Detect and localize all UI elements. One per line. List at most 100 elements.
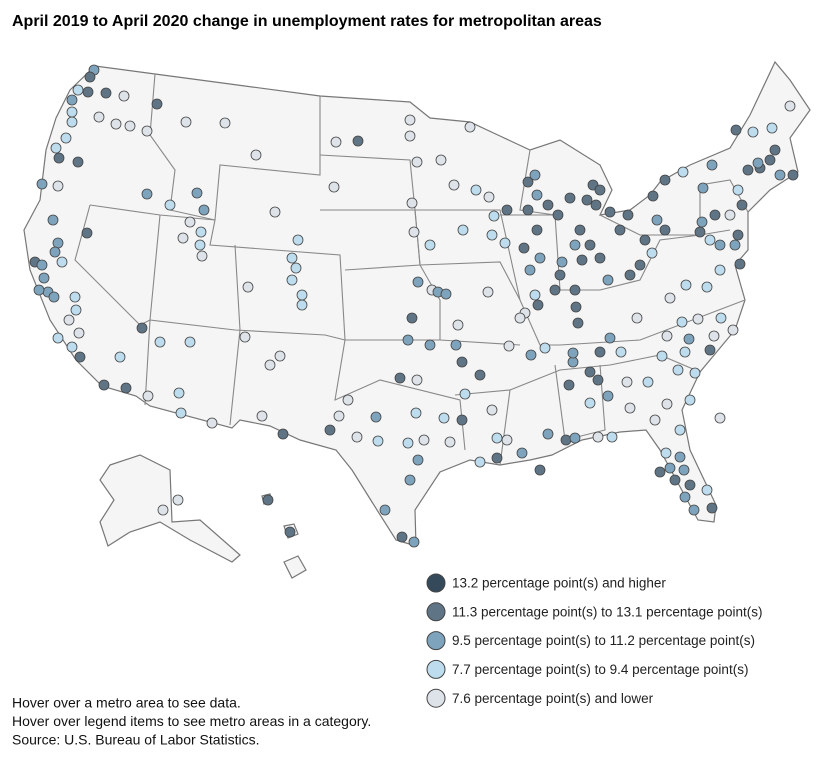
metro-dot[interactable] bbox=[647, 190, 659, 202]
metro-dot[interactable] bbox=[424, 239, 436, 251]
metro-dot[interactable] bbox=[706, 159, 718, 171]
metro-dot[interactable] bbox=[602, 274, 614, 286]
metro-dot[interactable] bbox=[709, 209, 721, 221]
metro-dot[interactable] bbox=[452, 319, 464, 331]
metro-dot[interactable] bbox=[457, 224, 469, 236]
legend-swatch[interactable] bbox=[426, 602, 446, 622]
metro-dot[interactable] bbox=[503, 340, 515, 352]
metro-dot[interactable] bbox=[98, 379, 110, 391]
metro-dot[interactable] bbox=[774, 169, 786, 181]
metro-dot[interactable] bbox=[49, 246, 61, 258]
metro-dot[interactable] bbox=[501, 434, 513, 446]
metro-dot[interactable] bbox=[592, 374, 604, 386]
metro-dot[interactable] bbox=[742, 164, 754, 176]
metro-dot[interactable] bbox=[450, 339, 462, 351]
metro-dot[interactable] bbox=[173, 387, 185, 399]
metro-dot[interactable] bbox=[456, 414, 468, 426]
metro-dot[interactable] bbox=[256, 410, 268, 422]
metro-dot[interactable] bbox=[732, 229, 744, 241]
metro-dot[interactable] bbox=[542, 199, 554, 211]
metro-dot[interactable] bbox=[464, 121, 476, 133]
metro-dot[interactable] bbox=[701, 484, 713, 496]
metro-dot[interactable] bbox=[569, 284, 581, 296]
legend-label[interactable]: 11.3 percentage point(s) to 13.1 percent… bbox=[452, 604, 762, 619]
metro-dot[interactable] bbox=[66, 94, 78, 106]
metro-dot[interactable] bbox=[678, 464, 690, 476]
metro-dot[interactable] bbox=[69, 291, 81, 303]
metro-dot[interactable] bbox=[549, 284, 561, 296]
metro-dot[interactable] bbox=[242, 281, 254, 293]
metro-dot[interactable] bbox=[412, 454, 424, 466]
metro-dot[interactable] bbox=[219, 117, 231, 129]
metro-dot[interactable] bbox=[486, 404, 498, 416]
metro-dot[interactable] bbox=[379, 504, 391, 516]
metro-dot[interactable] bbox=[574, 224, 586, 236]
metro-dot[interactable] bbox=[766, 122, 778, 134]
metro-dot[interactable] bbox=[592, 431, 604, 443]
metro-dot[interactable] bbox=[342, 394, 354, 406]
metro-dot[interactable] bbox=[714, 239, 726, 251]
legend-label[interactable]: 7.7 percentage point(s) to 9.4 percentag… bbox=[452, 662, 748, 677]
metro-dot[interactable] bbox=[584, 239, 596, 251]
metro-dot[interactable] bbox=[539, 342, 551, 354]
legend-swatch[interactable] bbox=[426, 659, 446, 679]
metro-dot[interactable] bbox=[194, 239, 206, 251]
metro-dot[interactable] bbox=[191, 187, 203, 199]
metro-dot[interactable] bbox=[659, 224, 671, 236]
metro-dot[interactable] bbox=[736, 199, 748, 211]
metro-dot[interactable] bbox=[674, 451, 686, 463]
metro-dot[interactable] bbox=[651, 214, 663, 226]
metro-dot[interactable] bbox=[531, 224, 543, 236]
metro-dot[interactable] bbox=[564, 192, 576, 204]
metro-dot[interactable] bbox=[654, 466, 666, 478]
metro-dot[interactable] bbox=[734, 258, 746, 270]
legend-label[interactable]: 9.5 percentage point(s) to 11.2 percenta… bbox=[452, 633, 755, 648]
metro-dot[interactable] bbox=[697, 182, 709, 194]
metro-dot[interactable] bbox=[52, 237, 64, 249]
metro-dot[interactable] bbox=[679, 491, 691, 503]
legend-label[interactable]: 7.6 percentage point(s) and lower bbox=[452, 691, 654, 706]
metro-dot[interactable] bbox=[36, 178, 48, 190]
metro-dot[interactable] bbox=[269, 206, 281, 218]
metro-dot[interactable] bbox=[684, 479, 696, 491]
metro-dot[interactable] bbox=[501, 204, 513, 216]
metro-dot[interactable] bbox=[136, 322, 148, 334]
metro-dot[interactable] bbox=[576, 254, 588, 266]
metro-dot[interactable] bbox=[615, 346, 627, 358]
metro-dot[interactable] bbox=[715, 312, 727, 324]
metro-dot[interactable] bbox=[351, 431, 363, 443]
metro-dot[interactable] bbox=[516, 447, 528, 459]
metro-dot[interactable] bbox=[435, 154, 447, 166]
metro-dot[interactable] bbox=[47, 214, 59, 226]
legend-swatch[interactable] bbox=[426, 688, 446, 708]
metro-dot[interactable] bbox=[151, 98, 163, 110]
metro-dot[interactable] bbox=[296, 299, 308, 311]
metro-dot[interactable] bbox=[63, 314, 75, 326]
metro-dot[interactable] bbox=[514, 312, 526, 324]
metro-dot[interactable] bbox=[634, 259, 646, 271]
metro-dot[interactable] bbox=[324, 424, 336, 436]
metro-dot[interactable] bbox=[727, 324, 739, 336]
metro-dot[interactable] bbox=[73, 327, 85, 339]
metro-dot[interactable] bbox=[694, 226, 706, 238]
metro-dot[interactable] bbox=[642, 376, 654, 388]
metro-dot[interactable] bbox=[684, 394, 696, 406]
metro-dot[interactable] bbox=[560, 434, 572, 446]
metro-dot[interactable] bbox=[676, 316, 688, 328]
metro-dot[interactable] bbox=[594, 252, 606, 264]
metro-dot[interactable] bbox=[569, 239, 581, 251]
metro-dot[interactable] bbox=[470, 184, 482, 196]
metro-dot[interactable] bbox=[499, 237, 511, 249]
metro-dot[interactable] bbox=[594, 184, 606, 196]
metro-dot[interactable] bbox=[36, 259, 48, 271]
metro-dot[interactable] bbox=[732, 184, 744, 196]
metro-dot[interactable] bbox=[474, 456, 486, 468]
metro-dot[interactable] bbox=[198, 204, 210, 216]
metro-dot[interactable] bbox=[784, 100, 796, 112]
metro-dot[interactable] bbox=[752, 157, 764, 169]
metro-dot[interactable] bbox=[292, 234, 304, 246]
metro-dot[interactable] bbox=[206, 417, 218, 429]
metro-dot[interactable] bbox=[769, 144, 781, 156]
metro-dot[interactable] bbox=[518, 242, 530, 254]
metro-dot[interactable] bbox=[175, 407, 187, 419]
